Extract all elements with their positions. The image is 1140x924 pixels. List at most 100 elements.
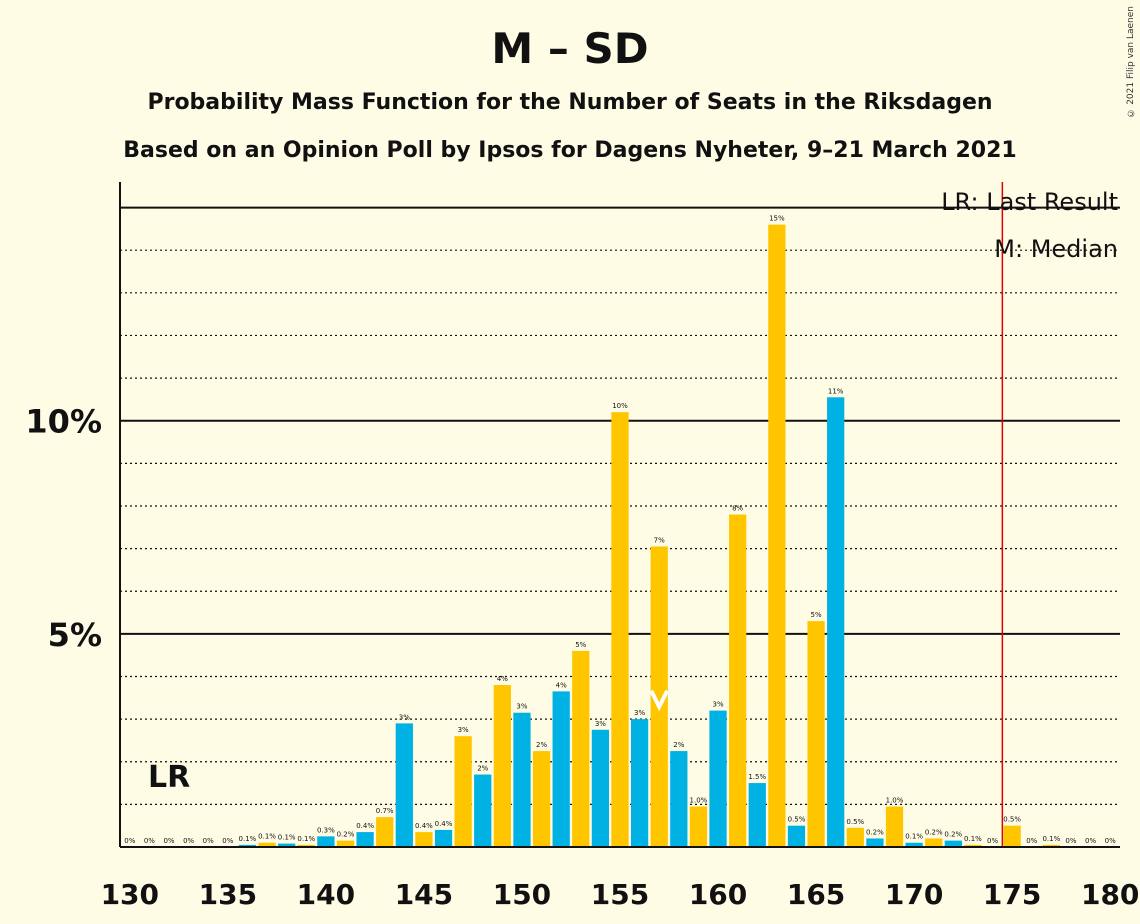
bar-label-155: 10% [612, 402, 628, 410]
bar-label-179: 0% [1085, 837, 1096, 845]
bar-158 [670, 751, 688, 847]
bar-label-143: 0.7% [376, 807, 394, 815]
bar-label-153: 5% [575, 641, 586, 649]
bar-175 [1003, 825, 1021, 847]
bar-151 [532, 751, 551, 847]
bar-label-160: 3% [712, 701, 723, 709]
bar-label-175: 0.5% [1003, 816, 1021, 824]
bar-label-180: 0% [1105, 837, 1116, 845]
x-tick-label: 140 [297, 878, 355, 911]
bar-138 [278, 843, 296, 847]
bar-156 [630, 719, 649, 847]
bar-label-152: 4% [556, 681, 567, 689]
bar-label-141: 0.2% [337, 831, 355, 839]
bar-labels: 0% 0% 0% 0% 0% 0% 0.1% 0.1% 0.1% 0.1%0.3%0.2%0.4%… [124, 215, 1116, 845]
bar-146 [434, 829, 453, 847]
bar-145 [415, 832, 433, 847]
x-tick-label: 135 [199, 878, 257, 911]
bar-label-135: 0% [222, 837, 233, 845]
bar-label-151: 2% [536, 741, 547, 749]
bars [238, 224, 1060, 848]
chart-subtitle: Probability Mass Function for the Number… [147, 90, 993, 115]
bar-label-163: 15% [769, 215, 785, 223]
x-tick-label: 160 [689, 878, 747, 911]
bar-141 [336, 840, 355, 847]
bar-162 [748, 783, 766, 847]
bar-label-164: 0.5% [788, 816, 806, 824]
bar-150 [513, 712, 531, 847]
bar-140 [317, 836, 335, 847]
bar-159 [689, 806, 708, 847]
chart-title: M – SD [491, 24, 649, 73]
bar-label-177: 0.1% [1042, 835, 1060, 843]
x-tick-label: 155 [591, 878, 649, 911]
bar-148 [474, 774, 492, 847]
bar-label-133: 0% [183, 837, 194, 845]
x-tick-label: 165 [787, 878, 845, 911]
bar-label-131: 0% [144, 837, 155, 845]
bar-144 [395, 723, 413, 847]
bar-169 [885, 806, 904, 847]
bar-166 [827, 397, 845, 847]
bar-label-148: 2% [477, 765, 488, 773]
bar-149 [493, 685, 511, 847]
x-tick-label: 180 [1081, 878, 1139, 911]
bar-label-157: 7% [654, 536, 665, 544]
bar-label-156: 3% [634, 709, 645, 717]
bar-170 [905, 842, 923, 847]
bar-label-134: 0% [203, 837, 214, 845]
bar-167 [846, 827, 864, 847]
bar-label-159: 1.0% [690, 797, 708, 805]
bar-label-136: 0.1% [239, 835, 257, 843]
x-tick-label: 175 [983, 878, 1041, 911]
bar-label-162: 1.5% [748, 773, 766, 781]
bar-163 [768, 224, 786, 848]
bar-label-168: 0.2% [866, 828, 884, 836]
bar-label-169: 1.0% [886, 797, 904, 805]
bar-label-144: 3% [399, 713, 410, 721]
x-tick-label: 170 [885, 878, 943, 911]
bar-label-161: 8% [732, 505, 743, 513]
bar-173 [964, 844, 982, 847]
bar-147 [454, 736, 472, 847]
bar-label-147: 3% [458, 726, 469, 734]
bar-label-138: 0.1% [278, 834, 296, 842]
bar-155 [611, 412, 629, 847]
axes: 130 135 140 145 150 155 160 165 170 175 180 5% 10% [25, 182, 1139, 911]
chart-subtitle-2: Based on an Opinion Poll by Ipsos for Da… [123, 138, 1017, 163]
bar-label-145: 0.4% [415, 822, 433, 830]
bar-label-140: 0.3% [317, 826, 335, 834]
bar-label-139: 0.1% [297, 835, 315, 843]
bar-139 [297, 844, 315, 847]
bar-label-158: 2% [673, 741, 684, 749]
x-tick-label: 150 [493, 878, 551, 911]
bar-label-146: 0.4% [435, 820, 453, 828]
bar-label-167: 0.5% [846, 818, 864, 826]
bar-160 [709, 710, 727, 847]
bar-label-174: 0% [987, 837, 998, 845]
bar-168 [866, 838, 884, 847]
bar-label-130: 0% [124, 837, 135, 845]
bar-label-166: 11% [828, 387, 844, 395]
median-marker [649, 689, 670, 712]
bar-label-178: 0% [1065, 837, 1076, 845]
bar-label-165: 5% [811, 611, 822, 619]
bar-143 [376, 817, 394, 847]
bar-label-149: 4% [497, 675, 508, 683]
bar-label-132: 0% [163, 837, 174, 845]
bar-label-142: 0.4% [356, 822, 374, 830]
bar-137 [258, 842, 276, 847]
x-tick-label: 130 [101, 878, 159, 911]
bar-label-154: 3% [595, 720, 606, 728]
bar-label-176: 0% [1026, 837, 1037, 845]
bar-171 [925, 838, 943, 847]
bar-161 [729, 514, 747, 847]
bar-165 [807, 621, 825, 847]
last-result-marker: LR [148, 760, 190, 795]
x-tick-label: 145 [395, 878, 453, 911]
y-tick-label: 10% [25, 403, 102, 441]
bar-154 [591, 729, 610, 847]
bar-152 [552, 691, 570, 847]
bar-label-171: 0.2% [925, 828, 943, 836]
bar-label-172: 0.2% [944, 831, 962, 839]
